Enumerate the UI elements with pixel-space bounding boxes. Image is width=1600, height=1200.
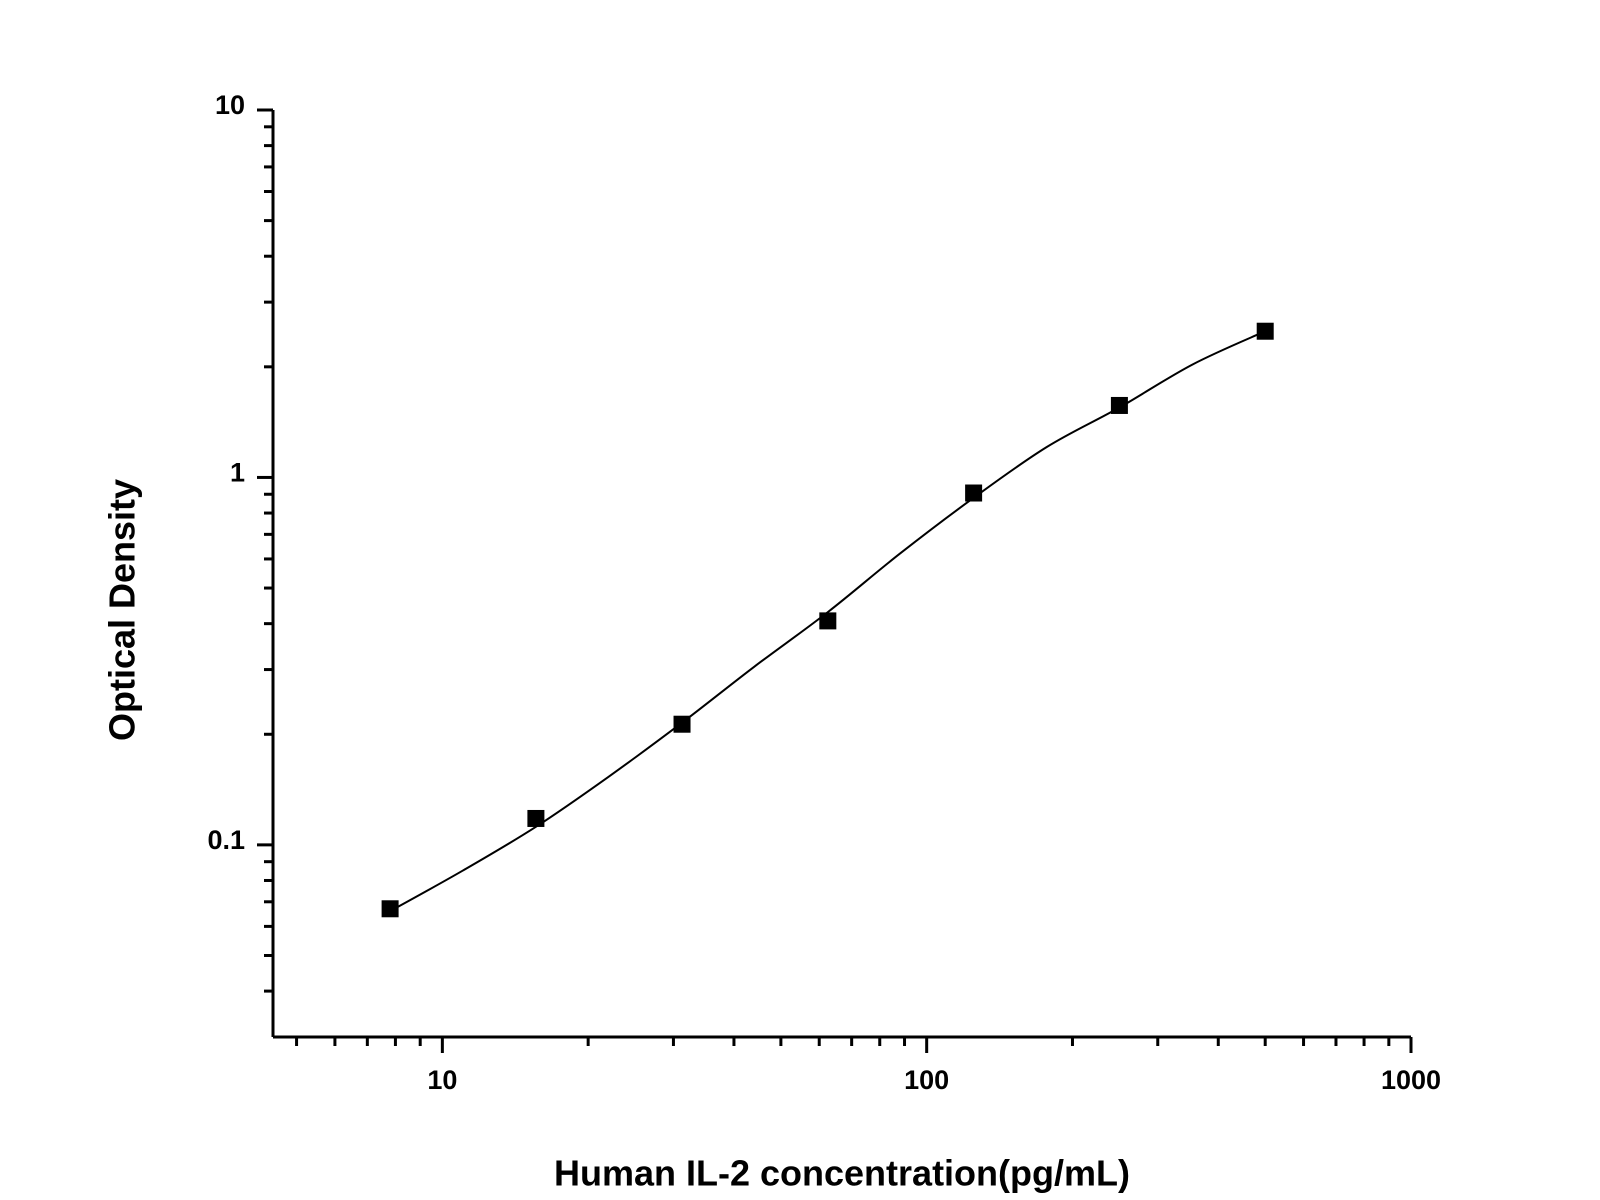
y-tick-label: 1	[230, 458, 245, 488]
data-point	[1110, 396, 1128, 414]
data-point	[965, 484, 983, 502]
data-point	[381, 900, 399, 918]
y-tick-label: 10	[215, 90, 245, 120]
data-point	[673, 715, 691, 733]
y-axis-label: Optical Density	[102, 479, 143, 741]
data-point	[819, 612, 837, 630]
data-point	[527, 809, 545, 827]
y-tick-label: 0.1	[207, 825, 245, 855]
x-tick-label: 1000	[1381, 1065, 1441, 1095]
x-tick-label: 100	[904, 1065, 949, 1095]
x-tick-label: 10	[427, 1065, 457, 1095]
data-point	[1256, 322, 1274, 340]
x-axis-label: Human IL-2 concentration(pg/mL)	[554, 1153, 1130, 1194]
